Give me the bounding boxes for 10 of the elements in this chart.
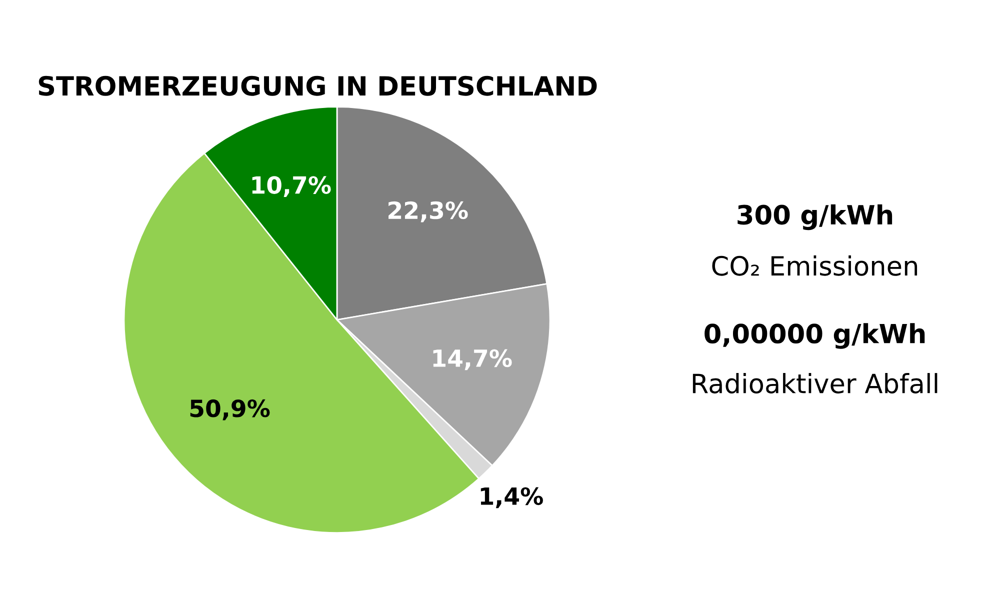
data-label: 1,4% [480, 487, 543, 508]
data-label: 14,7% [433, 349, 512, 370]
text: CO₂ Emissionen [712, 255, 918, 276]
text: 0,00000 g/kWh [704, 323, 925, 349]
data-label: 50,9% [190, 399, 270, 420]
data-label: 10,7% [252, 176, 331, 197]
data-label: 22,3% [388, 201, 468, 222]
chart-title: STROMERZEUGUNG IN DEUTSCHLAND [38, 76, 597, 96]
text: 300 g/kWh [738, 204, 892, 230]
text: Radioaktiver Abfall [692, 373, 938, 394]
